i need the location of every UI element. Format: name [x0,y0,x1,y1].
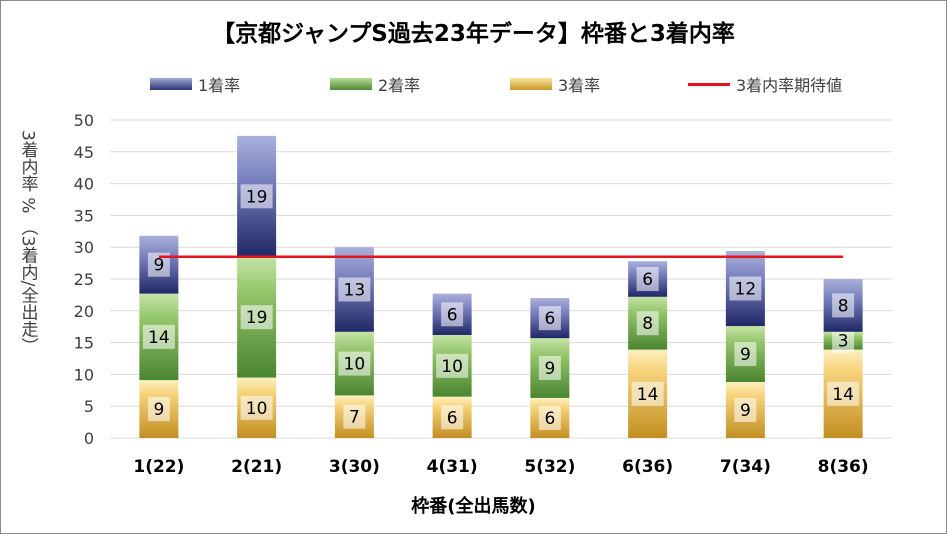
data-label-box [436,353,469,378]
data-label-win-5: 6 [544,309,555,329]
data-label-box [832,293,855,318]
legend-item-win: 1着率 [150,72,240,96]
x-tick-label: 3(30) [329,457,380,477]
x-tick-label: 2(21) [231,457,282,477]
legend-swatch-win [150,78,192,90]
data-label-place3-7: 9 [740,401,751,421]
data-label-box [631,381,664,406]
legend-label-place3: 3着率 [558,76,601,95]
data-label-place2-4: 10 [441,357,463,377]
data-label-box [240,184,273,209]
data-label-box [832,328,855,353]
data-label-place2-1: 14 [148,328,170,348]
data-label-place2-8: 3 [838,332,849,352]
y-tick-layer: 0 5 10 15 20 25 30 35 40 45 50 [74,111,94,448]
legend-label-place2: 2着率 [378,76,421,95]
data-label-win-7: 12 [735,280,757,300]
data-label-box [729,276,762,301]
data-label-box [147,397,170,422]
x-tick-label: 1(22) [133,457,184,477]
data-label-box [827,381,860,406]
y-tick-label: 50 [74,111,94,130]
data-label-box [338,277,371,302]
x-tick-label: 8(36) [818,457,869,477]
y-tick-label: 40 [74,175,94,194]
chart-title: 【京都ジャンプS過去23年データ】枠番と3着内率 [212,21,735,47]
data-label-place3-5: 6 [544,409,555,429]
y-tick-label: 20 [74,302,94,321]
data-label-box [538,405,561,430]
data-label-box [538,356,561,381]
data-label-place2-3: 10 [344,355,366,375]
data-label-win-6: 6 [642,270,653,290]
data-label-box [538,306,561,331]
data-label-box [147,252,170,277]
y-tick-label: 10 [74,365,94,384]
y-tick-label: 45 [74,143,94,162]
legend-label-expected: 3着内率期待値 [736,76,843,95]
data-label-box [240,395,273,420]
legend-swatch-place2 [330,78,372,90]
x-tick-label: 6(36) [622,457,673,477]
x-tick-label: 5(32) [524,457,575,477]
legend-swatch-expected [688,82,730,86]
legend-item-place3: 3着率 [510,72,600,96]
data-label-box [441,302,464,327]
grid-layer [110,119,892,439]
bar-layer: 9 14 9 10 19 19 7 10 13 6 10 6 6 9 6 14 8 6 9 9 12 14 3 8 [139,135,863,438]
data-label-box [343,404,366,429]
y-tick-label: 35 [74,206,94,225]
y-tick-label: 0 [84,429,94,448]
data-label-box [240,305,273,330]
x-tick-layer: 1(22) 2(21) 3(30) 4(31) 5(32) 6(36) 7(34) 8(36) [133,457,868,477]
data-label-place3-4: 6 [447,408,458,428]
data-label-place3-2: 10 [246,399,268,419]
x-tick-label: 7(34) [720,457,771,477]
data-label-box [636,267,659,291]
data-label-win-3: 13 [344,280,366,300]
legend-label-win: 1着率 [198,76,241,95]
y-tick-label: 25 [74,270,94,289]
data-label-box [142,324,175,349]
data-label-place2-5: 9 [544,359,555,379]
x-axis-label: 枠番(全出馬数) [411,496,536,517]
y-tick-label: 15 [74,334,94,353]
y-tick-label: 5 [84,397,94,416]
legend-item-expected: 3着内率期待値 [688,72,842,96]
y-tick-label: 30 [74,238,94,257]
data-label-win-8: 8 [838,296,849,316]
data-label-place2-2: 19 [246,308,268,328]
data-label-box [441,405,464,430]
data-label-box [636,311,659,336]
data-label-place3-6: 14 [637,385,659,405]
data-label-place2-7: 9 [740,345,751,365]
data-label-win-1: 9 [153,256,164,276]
data-label-place2-6: 8 [642,314,653,334]
data-label-place3-1: 9 [153,400,164,420]
legend-swatch-place3 [510,78,552,90]
data-label-win-2: 19 [246,187,268,207]
data-label-box [734,342,757,367]
data-label-box [734,398,757,423]
data-label-box [338,351,371,376]
y-axis-label: 3着内率 % （3着内/全出走） [17,130,38,355]
data-label-place3-3: 7 [349,408,360,428]
x-tick-label: 4(31) [427,457,478,477]
legend-item-place2: 2着率 [330,72,420,96]
data-label-win-4: 6 [447,305,458,325]
data-label-place3-8: 14 [832,385,854,405]
